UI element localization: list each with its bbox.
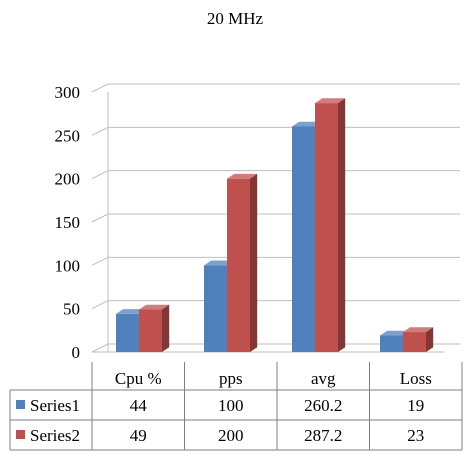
table-cell: 19 <box>407 396 424 415</box>
bar-front <box>227 178 250 352</box>
table-cell: 49 <box>130 426 147 445</box>
table-cell: 287.2 <box>304 426 342 445</box>
gridline <box>91 126 460 136</box>
table-cell: 23 <box>407 426 424 445</box>
bar-side <box>162 304 170 352</box>
bar-side <box>250 173 258 352</box>
bar-top <box>380 330 411 336</box>
gridline <box>91 256 460 266</box>
legend-label: Series1 <box>30 396 80 415</box>
table-cell: 44 <box>130 396 148 415</box>
gridline <box>91 170 460 180</box>
y-tick-label: 100 <box>55 256 81 275</box>
table-cell: 200 <box>218 426 244 445</box>
bar-top <box>116 309 147 314</box>
bar-top <box>292 121 323 127</box>
y-tick-label: 250 <box>55 126 81 145</box>
gridline <box>91 83 460 93</box>
bar-top <box>403 327 434 333</box>
bar-front <box>315 103 338 353</box>
bar-front <box>380 335 403 352</box>
bar-front <box>116 313 139 352</box>
bar <box>139 304 170 352</box>
bar-top <box>139 304 170 310</box>
y-tick-label: 0 <box>72 343 81 362</box>
bar-front <box>139 309 162 352</box>
bar-front <box>292 126 315 352</box>
table-cell: 260.2 <box>304 396 342 415</box>
x-category-label: Loss <box>400 369 432 388</box>
x-category-label: avg <box>311 369 336 388</box>
bar <box>315 98 346 353</box>
bar-top <box>315 98 346 104</box>
bar <box>403 327 434 352</box>
y-tick-label: 150 <box>55 213 81 232</box>
x-category-label: Cpu % <box>115 369 162 388</box>
legend-key <box>16 400 25 409</box>
legend-label: Series2 <box>30 426 80 445</box>
y-tick-label: 200 <box>55 170 81 189</box>
gridline <box>91 213 460 223</box>
bar-front <box>204 265 227 352</box>
chart-title: 20 MHz <box>206 9 264 28</box>
bar-front <box>403 332 426 352</box>
bar-side <box>338 98 346 352</box>
y-tick-label: 50 <box>63 300 80 319</box>
x-category-label: pps <box>219 369 243 388</box>
y-tick-label: 300 <box>55 83 81 102</box>
bar-side <box>426 327 434 352</box>
bar <box>227 173 258 352</box>
bar-top <box>204 260 235 266</box>
bar-top <box>227 173 258 179</box>
legend-key <box>16 430 25 439</box>
table-cell: 100 <box>218 396 244 415</box>
